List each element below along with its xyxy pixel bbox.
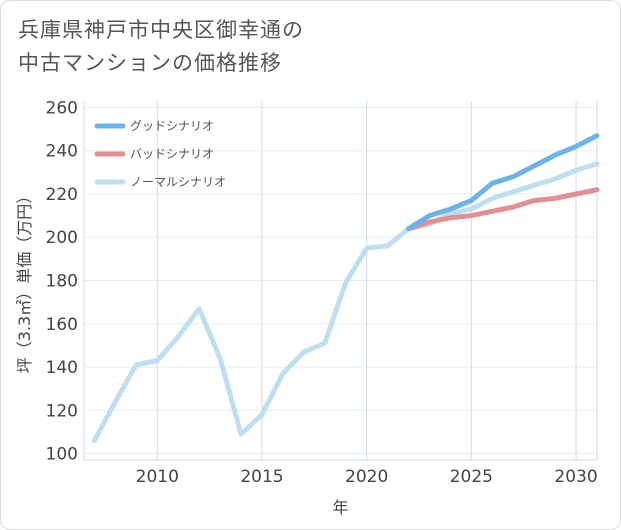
legend-label: ノーマルシナリオ: [130, 175, 226, 189]
x-tick-label: 2010: [136, 467, 179, 487]
y-tick-label: 120: [46, 401, 78, 421]
chart-title: 兵庫県神戸市中央区御幸通の 中古マンションの価格推移: [18, 14, 304, 80]
x-tick-label: 2015: [240, 467, 283, 487]
y-tick-label: 180: [46, 272, 78, 292]
grid: [83, 101, 598, 461]
x-axis-label: 年: [332, 498, 348, 517]
y-tick-label: 100: [46, 445, 78, 465]
series-line-2: [92, 161, 600, 443]
series-line-1: [406, 187, 600, 232]
y-tick-label: 140: [46, 358, 78, 378]
x-tick-label: 2020: [345, 467, 388, 487]
series-layer: [92, 133, 600, 443]
y-tick-label: 200: [46, 228, 78, 248]
chart-title-line-1: 兵庫県神戸市中央区御幸通の: [18, 18, 304, 42]
y-tick-label: 160: [46, 315, 78, 335]
chart-title-line-2: 中古マンションの価格推移: [18, 51, 282, 75]
y-tick-label: 220: [46, 185, 78, 205]
y-tick-label: 260: [46, 98, 78, 118]
legend-label: バッドシナリオ: [130, 147, 214, 161]
y-axis-label: 坪（3.3㎡）単価（万円）: [15, 188, 34, 373]
x-tick-label: 2030: [554, 467, 597, 487]
x-tick-label: 2025: [450, 467, 493, 487]
tick-labels: 100 120 140 160 180 200 220 240 260 2010 2015 2020 2…: [46, 98, 598, 487]
legend-label: グッドシナリオ: [130, 119, 214, 133]
y-tick-label: 240: [46, 142, 78, 162]
series-line-0: [406, 133, 600, 232]
